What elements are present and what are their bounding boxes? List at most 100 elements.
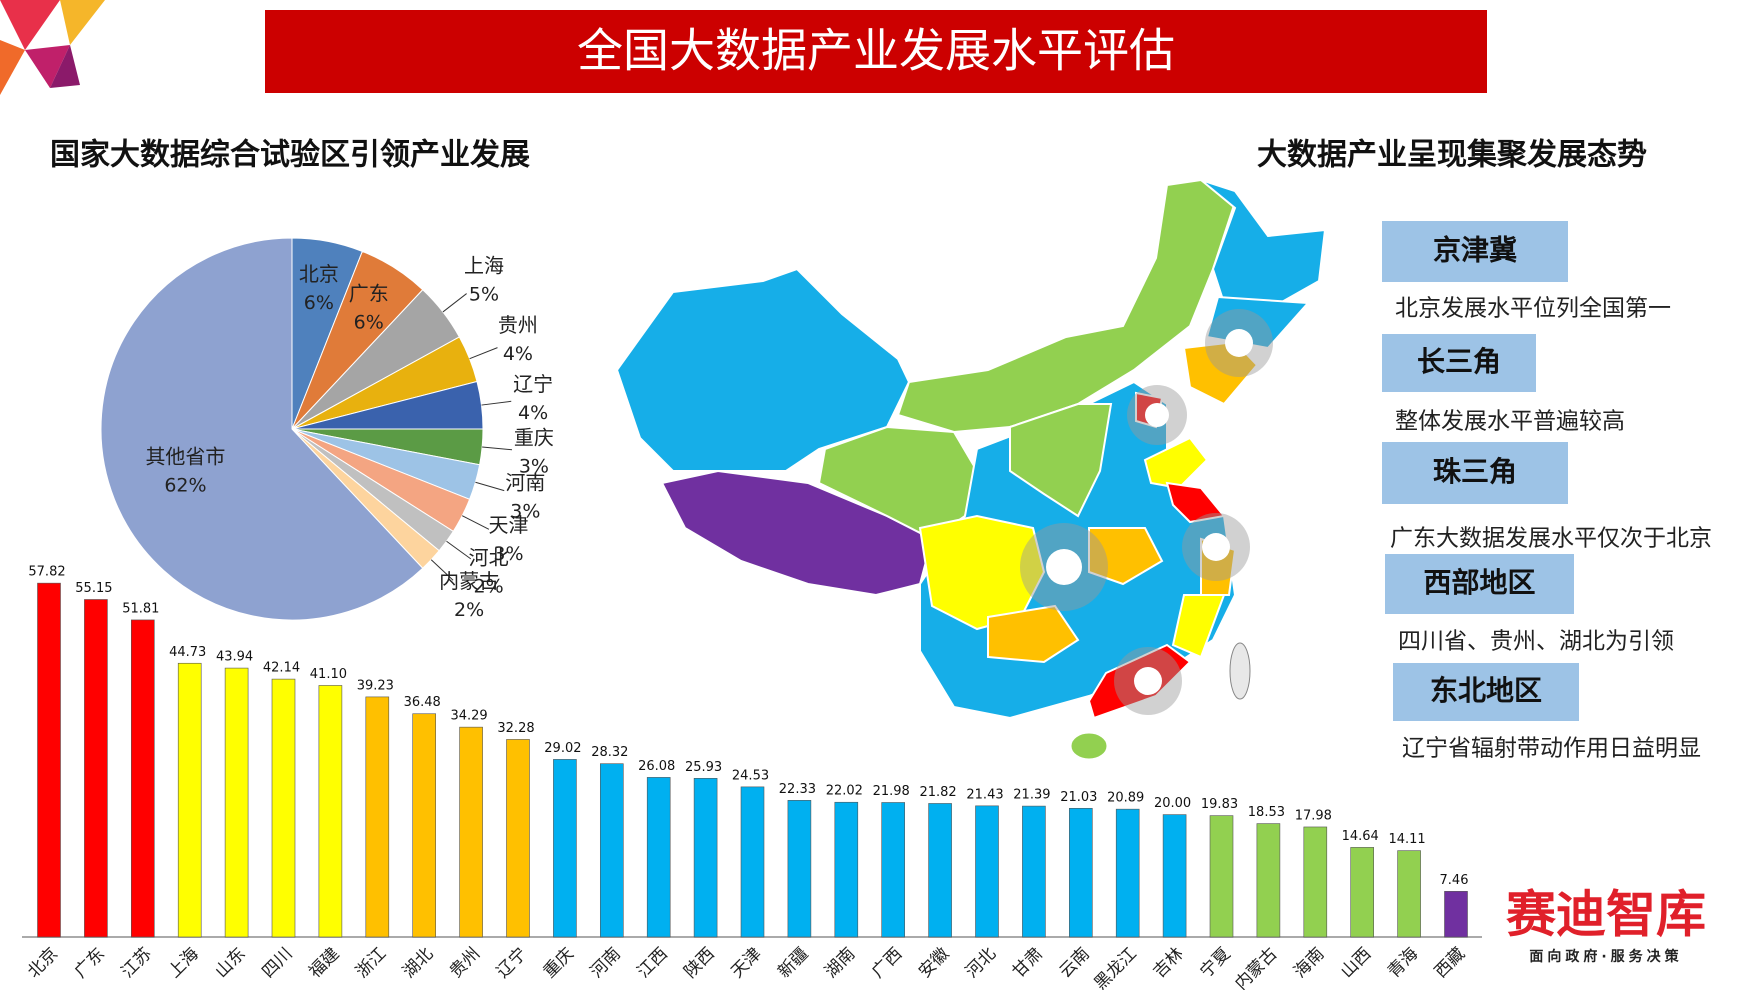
leader-line <box>442 293 467 313</box>
x-tick-label: 广西 <box>868 944 906 982</box>
region-box <box>1380 332 1538 394</box>
bar <box>1162 814 1187 938</box>
pie-value-label: 2% <box>454 599 484 621</box>
bar <box>881 802 906 938</box>
bar-value-label: 29.02 <box>544 741 581 756</box>
x-tick-label: 甘肃 <box>1009 944 1047 982</box>
slide-title: 全国大数据产业发展水平评估 <box>577 24 1175 78</box>
region-note: 北京发展水平位列全国第一 <box>1395 296 1671 322</box>
pie-label: 贵州 <box>498 313 538 337</box>
region-note: 辽宁省辐射带动作用日益明显 <box>1402 736 1701 762</box>
x-tick-label: 云南 <box>1056 944 1094 982</box>
x-tick-label: 青海 <box>1384 944 1422 982</box>
pie-label: 河南 <box>505 470 545 494</box>
region-name: 西部地区 <box>1423 566 1535 599</box>
x-tick-label: 山东 <box>211 944 249 982</box>
bar-value-label: 21.82 <box>919 785 956 800</box>
region-box <box>1380 219 1570 284</box>
region-note: 整体发展水平普遍较高 <box>1395 409 1625 435</box>
bar <box>553 759 577 938</box>
pie-label: 广东 <box>349 282 389 306</box>
bar-value-label: 41.10 <box>310 667 347 682</box>
x-tick-label: 湖北 <box>399 944 437 982</box>
x-tick-label: 天津 <box>727 944 765 982</box>
x-tick-label: 安徽 <box>915 944 953 982</box>
bar <box>599 763 624 938</box>
x-tick-label: 山西 <box>1337 944 1375 982</box>
bar-value-label: 18.53 <box>1248 805 1285 820</box>
pie-value-label: 6% <box>304 292 334 314</box>
bar-value-label: 21.03 <box>1060 790 1097 805</box>
bar-value-label: 26.08 <box>638 759 675 774</box>
leader-line <box>461 515 490 530</box>
bar <box>131 619 155 938</box>
title-banner <box>265 10 1487 93</box>
bar <box>834 801 859 938</box>
x-tick-label: 西藏 <box>1431 944 1469 982</box>
bar-value-label: 20.89 <box>1107 791 1144 806</box>
bar <box>1069 807 1093 938</box>
logo: 赛迪智库 面向政府·服务决策 <box>1506 886 1706 966</box>
x-tick-label: 四川 <box>258 944 296 982</box>
x-tick-label: 辽宁 <box>493 944 531 982</box>
x-tick-label: 浙江 <box>352 944 390 982</box>
x-tick-label: 江西 <box>634 944 672 982</box>
region-name: 东北地区 <box>1430 674 1542 707</box>
map-title: 大数据产业呈现集聚发展态势 <box>1257 138 1647 173</box>
bar-value-label: 19.83 <box>1201 797 1238 812</box>
pie-label: 辽宁 <box>513 372 553 396</box>
x-tick-label: 上海 <box>165 944 203 982</box>
region-name: 京津冀 <box>1433 234 1517 267</box>
region-note: 四川省、贵州、湖北为引领 <box>1398 629 1674 655</box>
bar <box>271 678 296 938</box>
pie-value-label: 5% <box>469 284 499 306</box>
x-tick-label: 广东 <box>71 944 109 982</box>
bar <box>1444 891 1468 938</box>
bar-value-label: 22.02 <box>826 784 863 799</box>
bar-value-label: 32.28 <box>497 721 534 736</box>
bar <box>740 786 765 938</box>
x-tick-label: 黑龙江 <box>1091 944 1141 990</box>
x-tick-label: 新疆 <box>774 944 812 982</box>
pie-label: 重庆 <box>514 425 554 449</box>
bar <box>928 803 952 938</box>
pie-value-label: 6% <box>354 312 384 334</box>
bar-value-label: 51.81 <box>122 601 159 616</box>
bar-value-label: 20.00 <box>1154 796 1191 811</box>
x-tick-label: 海南 <box>1290 944 1328 982</box>
pie-value-label: 4% <box>503 343 533 365</box>
bar <box>693 778 718 938</box>
bar <box>459 726 483 938</box>
bar-value-label: 25.93 <box>685 760 722 775</box>
pie-value-label: 3% <box>519 455 549 477</box>
bar <box>1022 805 1046 938</box>
leader-line <box>446 540 472 560</box>
leader-line <box>475 481 505 492</box>
x-tick-label: 内蒙古 <box>1231 944 1281 990</box>
bar-value-label: 55.15 <box>75 581 112 596</box>
bar-value-label: 36.48 <box>404 695 441 710</box>
bar-value-label: 14.11 <box>1388 832 1425 847</box>
pie-value-label: 4% <box>518 402 548 424</box>
bar <box>412 713 437 938</box>
bar-value-label: 14.64 <box>1342 829 1379 844</box>
bar-value-label: 24.53 <box>732 768 769 783</box>
region-name: 长三角 <box>1417 345 1501 378</box>
x-tick-label: 江苏 <box>118 944 156 982</box>
bar <box>177 662 202 938</box>
pie-value-label: 2% <box>474 575 504 597</box>
bar-value-label: 7.46 <box>1440 873 1469 888</box>
bar-value-label: 34.29 <box>450 709 487 724</box>
bar-value-label: 17.98 <box>1295 808 1332 823</box>
bar-value-label: 43.94 <box>216 650 253 665</box>
bar <box>787 800 812 938</box>
pie-label: 天津 <box>489 513 529 537</box>
logo-slogan: 面向政府·服务决策 <box>1529 948 1682 965</box>
x-tick-label: 河南 <box>587 944 625 982</box>
pie-label: 北京 <box>299 262 339 286</box>
x-tick-label: 河北 <box>962 944 1000 982</box>
pie-value-label: 62% <box>164 475 206 497</box>
region-box <box>1391 661 1581 723</box>
bar-value-label: 42.14 <box>263 661 300 676</box>
